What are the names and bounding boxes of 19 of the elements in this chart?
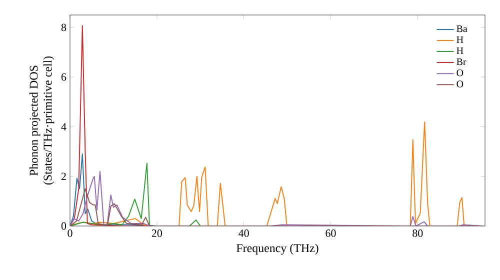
legend-label: O [456,70,464,76]
x-tick-label: 40 [238,230,249,237]
legend-label: Br [456,58,466,66]
x-tick-label: 60 [326,230,336,237]
line-series [70,188,484,226]
x-tick-label: 20 [152,230,162,237]
x-tick-label: 80 [412,230,423,237]
y-tick-label: 2 [61,172,66,180]
y-tick-label: 8 [61,24,66,32]
x-axis-title: Frequency (THz) [236,244,318,255]
legend-label: H [456,36,464,44]
y-tick-label: 6 [61,73,66,81]
y-tick-label: 0 [61,222,66,230]
x-tick-label: 0 [68,230,72,237]
legend-label: H [456,48,464,54]
legend-label: Ba [456,26,468,32]
y-axis-title: Phonon projected DOS (States/THz·primitive cell) [29,56,54,185]
y-tick-label: 4 [61,123,66,130]
legend-label: O [456,80,464,88]
